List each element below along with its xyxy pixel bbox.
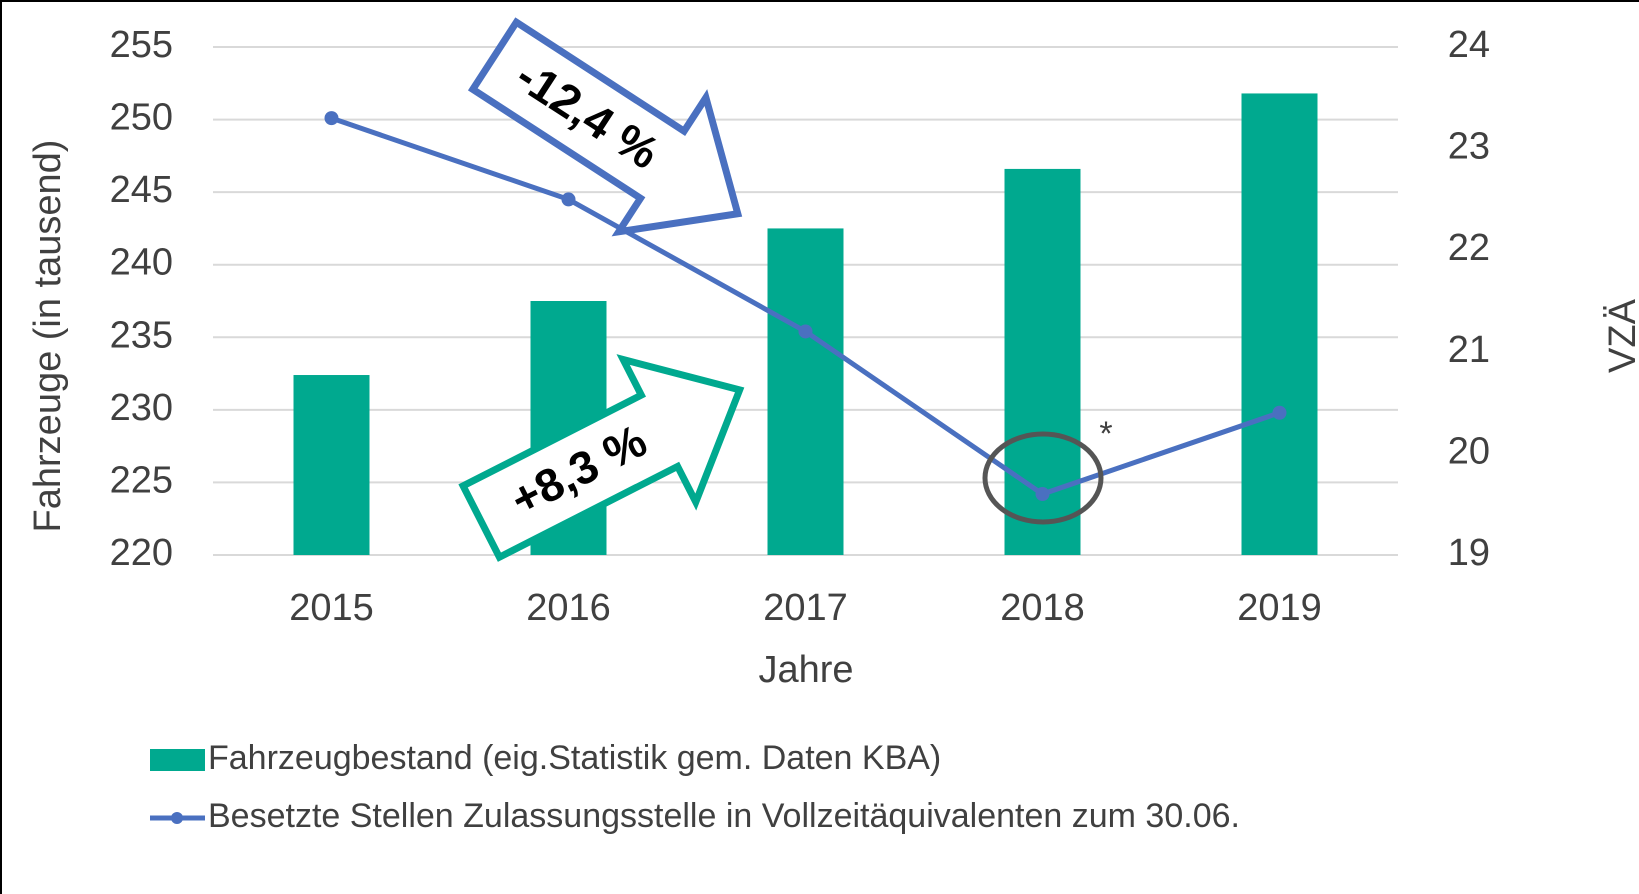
x-axis-label: Jahre xyxy=(758,649,853,691)
y-tick-label: 230 xyxy=(110,387,173,429)
bar xyxy=(1241,93,1318,556)
y2-tick-label: 20 xyxy=(1448,430,1490,472)
line-marker xyxy=(798,324,813,339)
y-tick-label: 245 xyxy=(110,169,173,211)
bar xyxy=(767,228,844,555)
y2-tick-label: 23 xyxy=(1448,126,1490,168)
line-marker xyxy=(1272,405,1287,420)
y-tick-label: 225 xyxy=(110,459,173,501)
x-tick-label: 2019 xyxy=(1237,587,1322,629)
line-layer xyxy=(324,111,1287,502)
legend-label: Fahrzeugbestand (eig.Statistik gem. Date… xyxy=(208,739,941,777)
y2-tick-label: 24 xyxy=(1448,24,1490,66)
y-tick-label: 220 xyxy=(110,532,173,574)
highlight-ellipse xyxy=(982,431,1104,525)
arrow-shape xyxy=(467,17,743,237)
legend-swatch-bar xyxy=(150,749,205,771)
line-marker xyxy=(324,111,339,126)
legend-label: Besetzte Stellen Zulassungsstelle in Vol… xyxy=(208,797,1240,835)
legend-marker xyxy=(171,812,183,824)
x-tick-label: 2018 xyxy=(1000,587,1085,629)
y-tick-label: 255 xyxy=(110,24,173,66)
x-tick-label: 2015 xyxy=(289,587,374,629)
y2-tick-label: 22 xyxy=(1448,227,1490,269)
y2-tick-label: 21 xyxy=(1448,329,1490,371)
y-tick-label: 250 xyxy=(110,97,173,139)
y-tick-label: 240 xyxy=(110,242,173,284)
line-marker xyxy=(561,192,576,207)
line-marker xyxy=(1035,487,1050,502)
x-tick-label: 2017 xyxy=(763,587,848,629)
y2-tick-label: 19 xyxy=(1448,532,1490,574)
y2-axis-label: VZÄ xyxy=(1602,298,1639,373)
y-tick-label: 235 xyxy=(110,314,173,356)
x-tick-label: 2016 xyxy=(526,587,611,629)
asterisk: * xyxy=(1099,415,1112,453)
y-axis-label: Fahrzeuge (in tausend) xyxy=(27,140,69,533)
bar xyxy=(293,375,370,555)
arrow-shape xyxy=(458,354,745,562)
